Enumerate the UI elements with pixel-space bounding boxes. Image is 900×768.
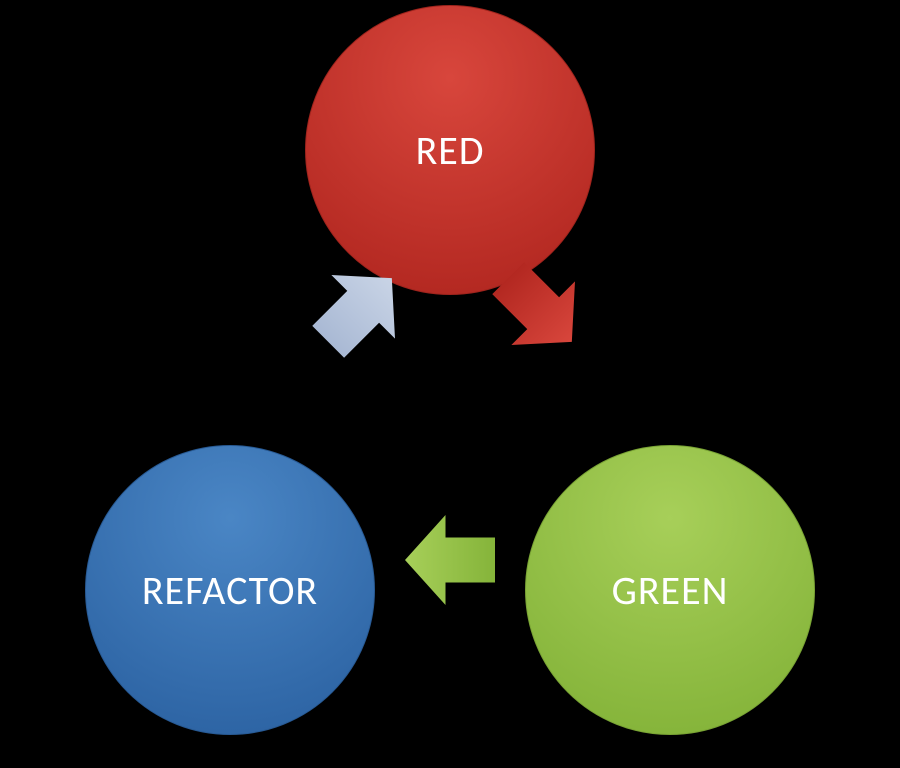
node-green-label: GREEN	[612, 566, 729, 615]
node-green: GREEN	[525, 445, 815, 735]
node-refactor-label: REFACTOR	[142, 566, 318, 615]
tdd-cycle-diagram: RED GREEN REFACTOR	[0, 0, 900, 768]
arrow-green-to-refactor	[405, 515, 495, 605]
node-red-label: RED	[416, 126, 485, 175]
node-refactor: REFACTOR	[85, 445, 375, 735]
node-red: RED	[305, 5, 595, 295]
arrow-green-to-refactor-shape	[405, 515, 495, 605]
